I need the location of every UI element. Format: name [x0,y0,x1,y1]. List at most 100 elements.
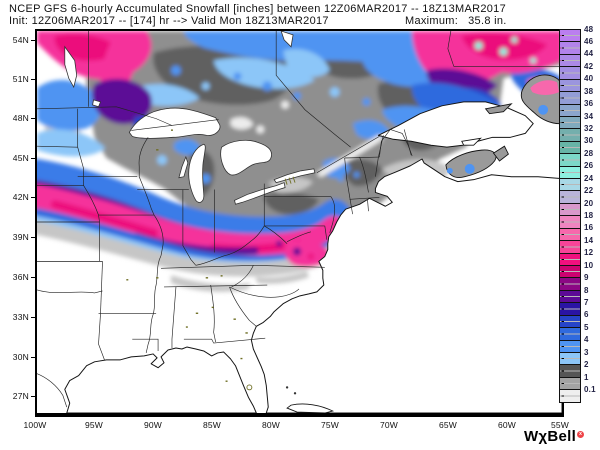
lon-label: 95W [84,420,104,430]
colorbar-label: 20 [584,198,594,208]
wxbell-logo: WχBell x [524,428,585,445]
colorbar-cell [560,179,580,192]
lat-label: 39N [12,232,29,242]
lat-label: 27N [12,391,29,401]
colorbar-cells [559,29,581,403]
colorbar-label: 4 [584,335,589,345]
colorbar-label: 14 [584,235,594,245]
lat-tick [31,40,35,41]
lon-label: 75W [320,420,340,430]
colorbar-label: 18 [584,210,594,220]
lat-tick [31,118,35,119]
lat-tick [31,237,35,238]
lat-label: 51N [12,74,29,84]
maximum-value: 35.8 in. [468,15,507,27]
colorbar-cell [560,92,580,105]
colorbar-cell [560,166,580,180]
lon-label: 80W [261,420,281,430]
lon-label: 90W [143,420,163,430]
latitude-axis: 54N 51N 48N 45N 42N 39N 36N 33N 30N 27N [0,29,35,417]
colorbar-label: 24 [584,173,594,183]
colorbar-cell [560,253,580,267]
state-borders [37,31,562,408]
colorbar-cell [560,315,580,329]
colorbar-label: 38 [584,86,594,96]
colorbar-label: 34 [584,111,594,121]
colorbar-cell [560,104,580,117]
wxbell-logo-text: WχBell [524,428,577,445]
colorbar-cell [560,129,580,142]
colorbar-label: 48 [584,24,594,34]
lat-label: 48N [12,113,29,123]
colorbar-cell [560,30,580,43]
colorbar-label: 16 [584,223,594,233]
lat-tick [31,197,35,198]
registered-mark-icon: x [577,430,585,438]
colorbar-label: 32 [584,123,594,133]
colorbar-label: 36 [584,99,594,109]
colorbar-cell [560,352,580,366]
great-lakes [64,31,316,205]
colorbar-cell [560,278,580,291]
lon-label: 85W [202,420,222,430]
colorbar-cell [560,266,580,279]
map-frame [35,29,564,417]
header-line2: Init: 12Z06MAR2017 -- [174] hr --> Valid… [9,15,329,27]
lat-tick [31,317,35,318]
colorbar-cell [560,303,580,316]
colorbar: 48 46 44 42 40 38 36 34 32 30 28 26 24 22 20 18 16 14 12 10… [559,25,600,405]
colorbar-cell [560,154,580,167]
colorbar-label: 5 [584,322,589,332]
colorbar-label: 6 [584,310,589,320]
colorbar-cell [560,340,580,353]
lat-label: 30N [12,352,29,362]
lat-label: 54N [12,35,29,45]
colorbar-cell [560,390,580,402]
colorbar-label: 3 [584,347,589,357]
colorbar-cell [560,79,580,93]
header-line1: NCEP GFS 6-hourly Accumulated Snowfall [… [9,3,507,15]
lon-label: 55W [550,420,570,430]
colorbar-label: 2 [584,360,589,370]
ocean-coastline [64,74,562,413]
colorbar-cell [560,216,580,229]
lon-label: 60W [497,420,517,430]
lon-label: 100W [23,420,47,430]
colorbar-cell [560,228,580,242]
colorbar-label: 26 [584,161,594,171]
colorbar-label: 12 [584,248,594,258]
longitude-axis: 100W 95W 90W 85W 80W 75W 70W 65W 60W 55W [0,420,600,433]
lat-label: 42N [12,192,29,202]
colorbar-cell [560,203,580,217]
colorbar-label: 28 [584,148,594,158]
colorbar-label: 10 [584,260,594,270]
lat-label: 45N [12,153,29,163]
colorbar-cell [560,290,580,304]
small-lakes [126,129,296,391]
colorbar-label: 42 [584,61,594,71]
colorbar-label: 8 [584,285,589,295]
colorbar-cell [560,42,580,55]
colorbar-cell [560,377,580,391]
colorbar-label: 1 [584,372,589,382]
lat-tick [31,357,35,358]
lon-label: 65W [438,420,458,430]
maximum-label: Maximum: [405,15,459,27]
header-maximum: Maximum: 35.8 in. [405,15,517,27]
snowfall-field [37,31,562,292]
lat-tick [31,396,35,397]
map-canvas [37,31,562,413]
colorbar-label: 30 [584,136,594,146]
colorbar-label: 0.1 [584,384,596,394]
colorbar-cell [560,67,580,80]
lat-tick [31,277,35,278]
colorbar-cell [560,241,580,254]
lat-label: 36N [12,272,29,282]
colorbar-label: 40 [584,74,594,84]
lat-tick [31,158,35,159]
lat-label: 33N [12,312,29,322]
colorbar-label: 22 [584,186,594,196]
colorbar-cell [560,54,580,68]
colorbar-cell [560,191,580,204]
